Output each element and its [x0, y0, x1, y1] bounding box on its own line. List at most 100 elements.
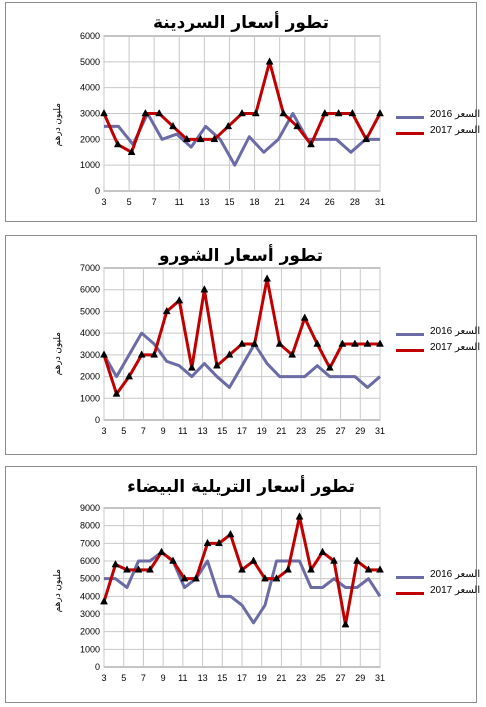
legend-swatch-2017 — [396, 592, 424, 595]
y-tick-label: 8000 — [80, 521, 100, 531]
x-tick-label: 7 — [141, 673, 146, 683]
series-line-2016 — [104, 112, 380, 167]
data-point-marker — [225, 350, 234, 358]
data-point-marker — [238, 339, 246, 347]
data-point-marker — [275, 339, 284, 347]
legend-swatch-2016 — [396, 576, 424, 579]
legend-label-2017: 2017 السعر — [430, 342, 481, 353]
y-tick-label: 1000 — [80, 160, 100, 170]
data-point-marker — [376, 339, 384, 347]
x-tick-label: 19 — [257, 426, 267, 436]
legend-label-2016: 2016 السعر — [430, 326, 481, 337]
data-point-marker — [338, 339, 347, 347]
x-tick-label: 11 — [178, 426, 187, 436]
chart-panel-sardine: تطور أسعار السردينة 0 1000 2000 3000 4000 500… — [5, 2, 480, 222]
data-point-marker — [295, 512, 304, 520]
data-point-marker — [111, 560, 120, 568]
x-tick-label: 5 — [121, 673, 126, 683]
x-tick-label: 3 — [101, 426, 106, 436]
x-tick-label: 17 — [237, 673, 247, 683]
y-tick-label: 9000 — [80, 503, 100, 513]
data-point-marker — [265, 57, 274, 65]
data-point-marker — [376, 565, 384, 573]
data-point-marker — [250, 339, 259, 347]
data-point-marker — [362, 134, 371, 143]
x-tick-label: 7 — [141, 426, 146, 436]
data-point-marker — [334, 108, 343, 117]
x-tick-label: 13 — [199, 197, 209, 207]
y-tick-label: 2000 — [80, 627, 100, 637]
x-tick-label: 24 — [300, 197, 310, 207]
y-tick-label: 6000 — [80, 285, 100, 295]
x-tick-label: 26 — [325, 197, 335, 207]
data-point-marker — [272, 574, 281, 582]
x-tick-label: 3 — [101, 197, 106, 207]
data-point-marker — [146, 565, 154, 573]
x-tick-label: 23 — [296, 673, 306, 683]
x-tick-label: 21 — [275, 197, 285, 207]
data-point-marker — [313, 339, 322, 347]
legend-item-2017: 2017 السعر — [396, 342, 486, 358]
legend-swatch-2016 — [396, 116, 424, 119]
data-point-marker — [330, 556, 338, 564]
data-point-marker — [175, 296, 184, 304]
y-tick-label: 2000 — [80, 372, 100, 382]
data-point-marker — [353, 556, 361, 564]
data-point-marker — [155, 108, 164, 117]
x-tick-label: 28 — [350, 197, 360, 207]
x-tick-label: 18 — [250, 197, 260, 207]
data-point-marker — [318, 547, 327, 555]
data-point-marker — [263, 274, 272, 282]
data-point-marker — [125, 372, 134, 380]
data-point-marker — [134, 565, 143, 573]
legend: 2016 السعر 2017 السعر — [396, 109, 486, 141]
legend-label-2016: 2016 السعر — [430, 109, 481, 120]
y-tick-label: 5000 — [80, 306, 100, 316]
line-chart: 0 1000 2000 3000 4000 5000 6000 3 5 7 11 13 15 18 21 24… — [80, 31, 385, 207]
x-tick-label: 29 — [355, 426, 365, 436]
y-tick-label: 4000 — [80, 328, 100, 338]
data-point-marker — [112, 389, 121, 397]
y-axis-label: مليون درهم — [52, 332, 62, 376]
data-point-marker — [127, 147, 136, 155]
data-point-marker — [350, 339, 359, 347]
legend-swatch-2016 — [396, 333, 424, 336]
legend-item-2016: 2016 السعر — [396, 109, 486, 125]
data-point-marker — [376, 108, 384, 117]
series-line-2016 — [104, 550, 382, 625]
y-axis-label: مليون درهم — [52, 569, 62, 613]
data-point-marker — [238, 565, 246, 573]
x-tick-label: 27 — [336, 426, 346, 436]
y-tick-label: 3000 — [80, 350, 100, 360]
x-tick-label: 13 — [198, 426, 208, 436]
data-point-marker — [224, 121, 233, 130]
legend-item-2016: 2016 السعر — [396, 569, 486, 585]
legend-item-2017: 2017 السعر — [396, 585, 486, 601]
x-tick-label: 5 — [127, 197, 132, 207]
data-point-marker — [341, 620, 350, 628]
series-line-2017 — [102, 60, 382, 154]
data-point-marker — [300, 313, 309, 321]
y-tick-label: 0 — [95, 186, 100, 196]
data-point-marker — [100, 350, 108, 358]
x-tick-label: 11 — [175, 197, 184, 207]
data-point-marker — [307, 139, 315, 148]
y-tick-label: 5000 — [80, 57, 100, 67]
x-tick-label: 25 — [316, 426, 326, 436]
y-tick-label: 2000 — [80, 134, 100, 144]
x-tick-label: 25 — [316, 673, 326, 683]
chart-title: تطور أسعار الشورو — [158, 246, 324, 266]
chart-title: تطور أسعار السردينة — [153, 13, 329, 33]
x-tick-label: 21 — [276, 673, 286, 683]
x-tick-label: 13 — [198, 673, 208, 683]
x-tick-label: 31 — [375, 426, 385, 436]
legend: 2016 السعر 2017 السعر — [396, 326, 486, 358]
data-point-marker — [363, 339, 372, 347]
data-point-marker — [192, 574, 200, 582]
data-point-marker — [137, 350, 146, 358]
x-tick-label: 15 — [224, 197, 234, 207]
data-point-marker — [251, 108, 260, 117]
data-point-marker — [325, 363, 334, 371]
x-tick-label: 19 — [257, 673, 267, 683]
y-tick-label: 5000 — [80, 574, 100, 584]
